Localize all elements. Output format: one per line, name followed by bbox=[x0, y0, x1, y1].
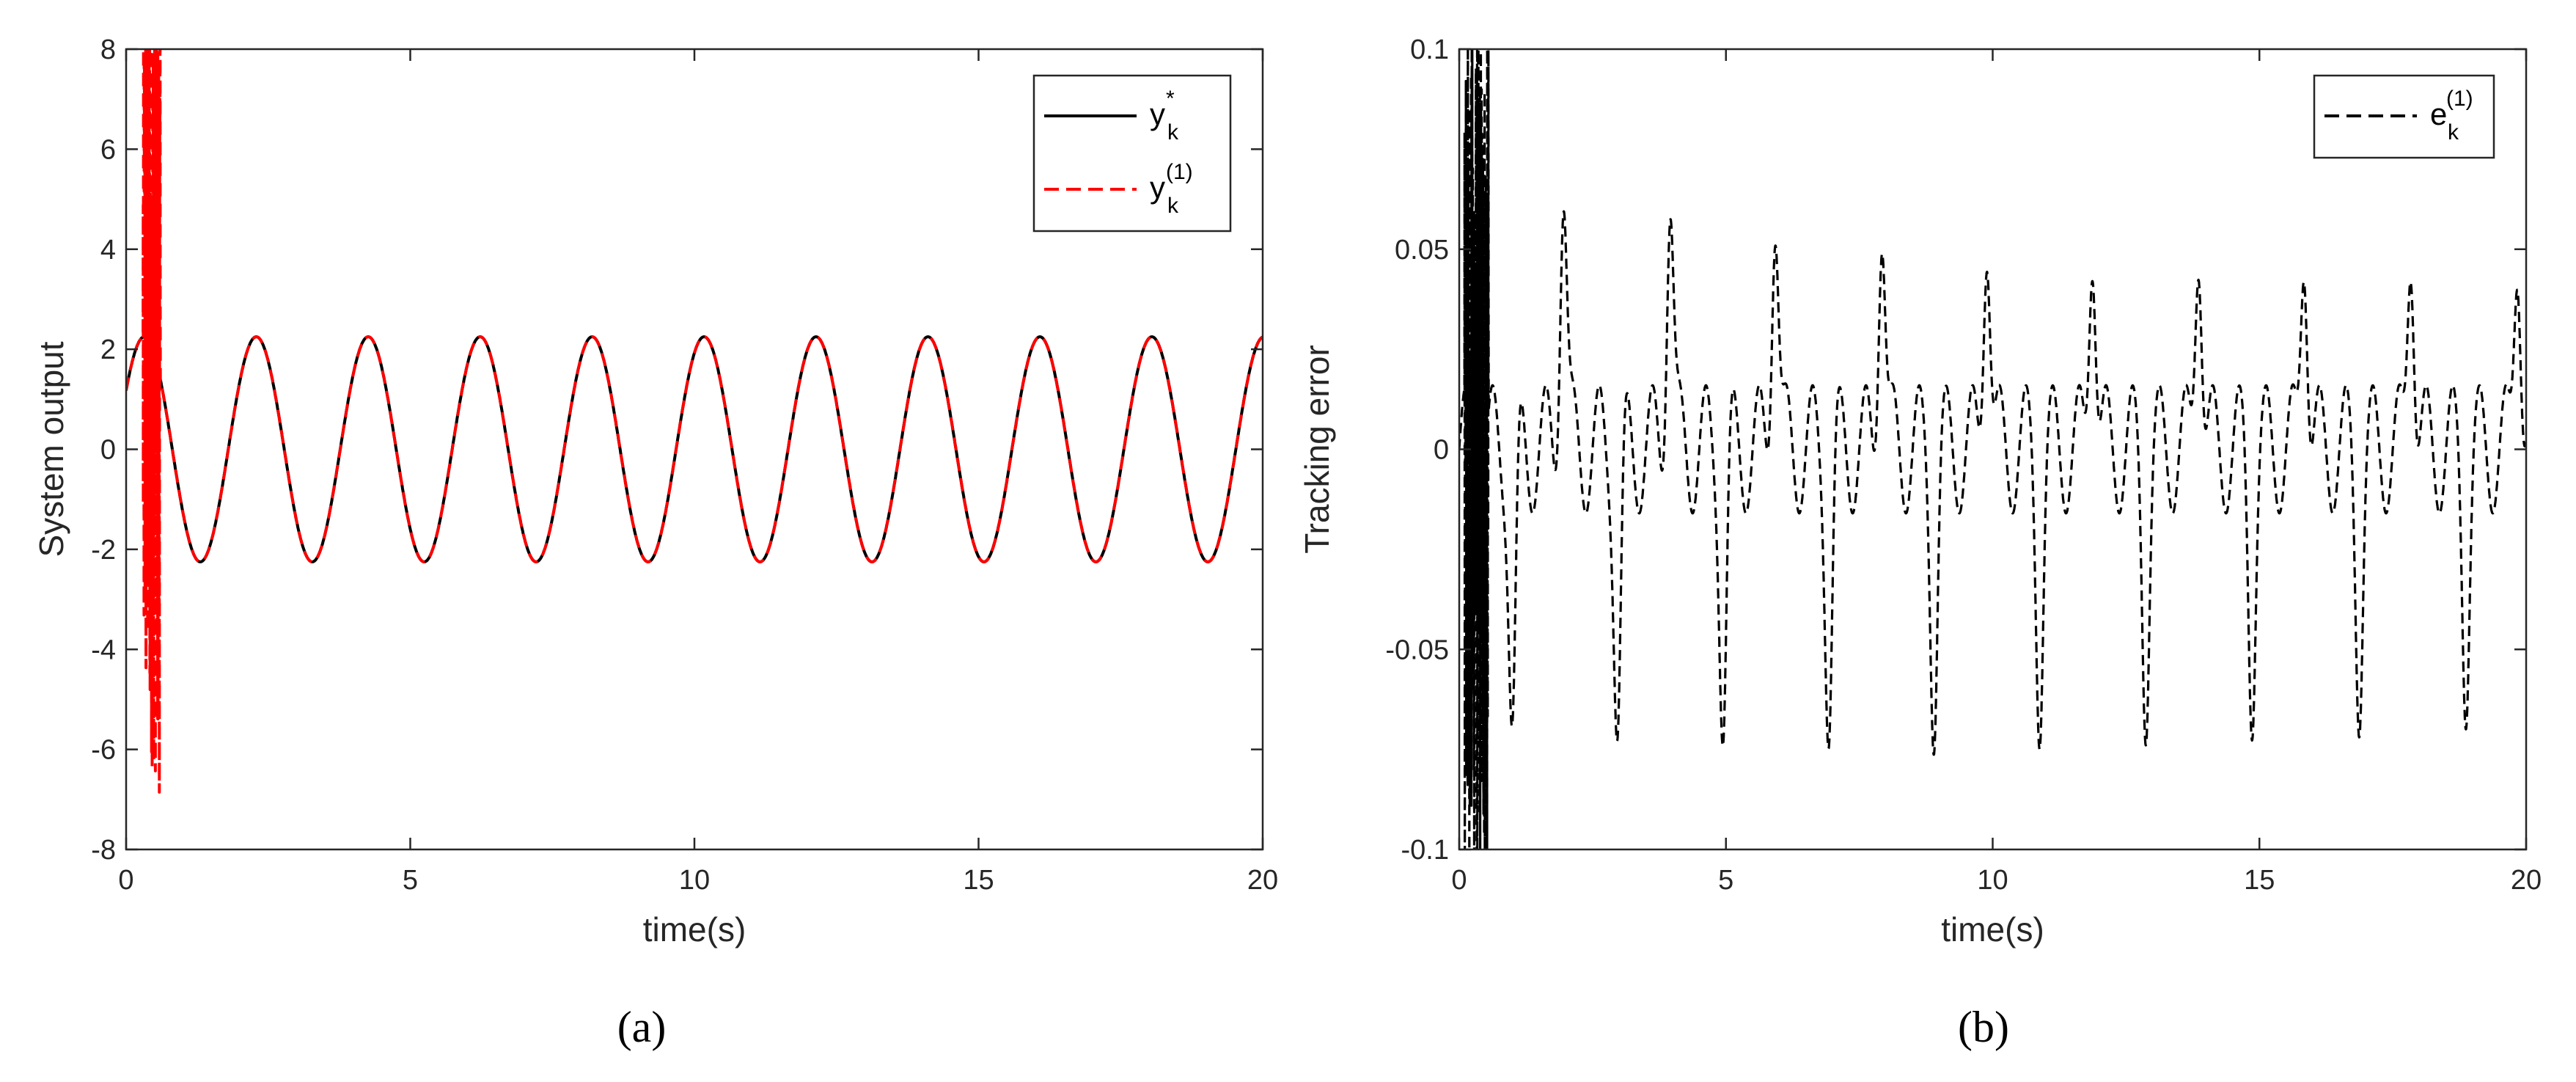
legend-b: ek (1) bbox=[2313, 74, 2495, 159]
y-tick-label: 6 bbox=[100, 134, 116, 165]
legend-entry-label: y bbox=[1150, 170, 1165, 205]
x-tick-label: 20 bbox=[1247, 865, 1278, 896]
x-tick-label: 10 bbox=[679, 865, 710, 896]
y-tick-label: 4 bbox=[100, 235, 116, 266]
y-tick-label: -8 bbox=[91, 835, 116, 866]
series-line-a-1 bbox=[126, 335, 1263, 563]
y-axis-label: Tracking error bbox=[1298, 345, 1336, 554]
legend-entry-superscript: (1) bbox=[2446, 87, 2473, 111]
legend-entry-superscript: (1) bbox=[1166, 160, 1193, 184]
y-axis-label: System output bbox=[32, 341, 70, 557]
y-tick-label: 0.05 bbox=[1395, 235, 1449, 266]
y-tick-label: 0 bbox=[100, 435, 116, 466]
panel-label: (b) bbox=[1958, 1003, 2009, 1051]
legend-a: yk*yk(1) bbox=[1032, 74, 1232, 233]
x-tick-label: 15 bbox=[963, 865, 994, 896]
legend-entry-label: y bbox=[1150, 97, 1165, 131]
legend-entry-subscript: k bbox=[1167, 194, 1179, 218]
x-tick-label: 15 bbox=[2244, 865, 2275, 896]
legend-entry-subscript: k bbox=[2448, 120, 2459, 145]
series-line-a-2 bbox=[126, 49, 1263, 794]
chart-panel-b: 0 5 10 15 20 -0.1 -0.05 0 0.05 0.1 time(s) Tracking… bbox=[1298, 34, 2542, 1051]
y-tick-label: -0.05 bbox=[1385, 635, 1449, 665]
y-tick-label: 2 bbox=[100, 335, 116, 365]
panel-label: (a) bbox=[617, 1003, 667, 1051]
y-tick-label: -0.1 bbox=[1401, 835, 1449, 866]
series-line-b-1 bbox=[1459, 49, 2526, 849]
x-axis-label: time(s) bbox=[643, 910, 746, 948]
x-tick-label: 5 bbox=[403, 865, 418, 896]
y-tick-label: -4 bbox=[91, 635, 116, 665]
legend-entry-superscript: * bbox=[1166, 87, 1175, 111]
x-tick-label: 20 bbox=[2511, 865, 2542, 896]
y-tick-label: 8 bbox=[100, 34, 116, 65]
x-tick-label: 10 bbox=[1977, 865, 2008, 896]
legend-entry-label: e bbox=[2430, 97, 2447, 131]
y-tick-label: 0 bbox=[1434, 435, 1449, 466]
x-tick-label: 0 bbox=[1451, 865, 1467, 896]
y-tick-label: -2 bbox=[91, 535, 116, 566]
chart-panel-a: 0 5 10 15 20 -8 -6 -4 -2 0 2 4 6 8 time(s) System outpu… bbox=[32, 34, 1278, 1051]
x-axis-label: time(s) bbox=[1941, 910, 2044, 948]
y-tick-label: -6 bbox=[91, 735, 116, 766]
legend-entry-subscript: k bbox=[1167, 120, 1179, 145]
y-tick-label: 0.1 bbox=[1410, 34, 1449, 65]
x-tick-label: 5 bbox=[1718, 865, 1733, 896]
x-tick-label: 0 bbox=[118, 865, 133, 896]
